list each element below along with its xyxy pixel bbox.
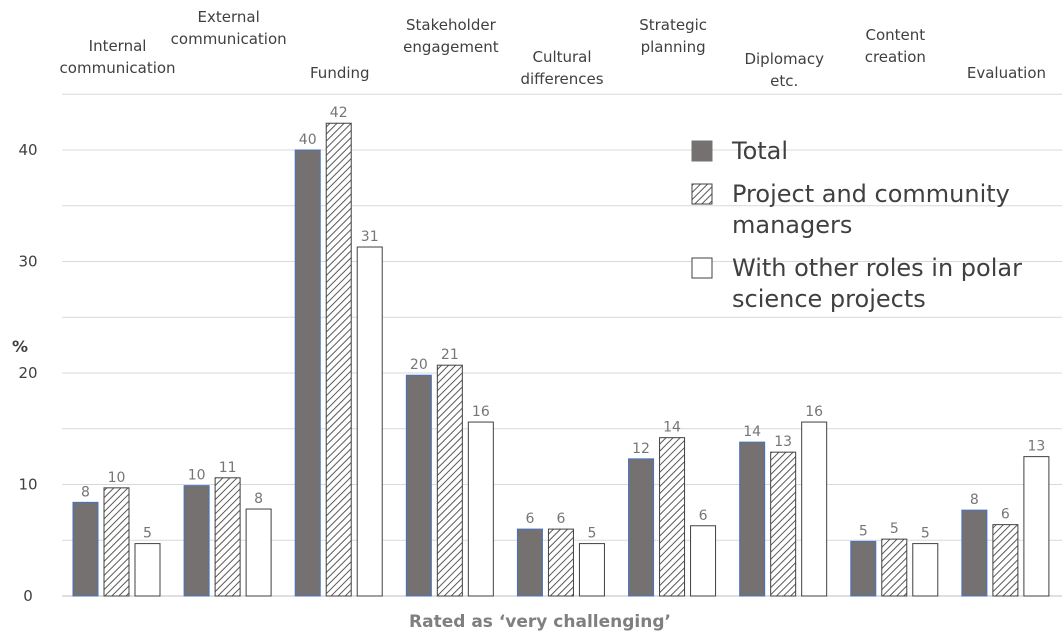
- data-label: 6: [525, 511, 534, 527]
- y-tick-label: 30: [18, 253, 37, 271]
- data-labels: 8 10 5 10 11 8 40 42 31 20 21 16 6 6 5 12 14 6 14 13 16 5 5 5 8 6…: [81, 105, 1045, 541]
- data-label: 8: [970, 492, 979, 508]
- bar-managers: [436, 364, 463, 597]
- data-label: 20: [410, 357, 428, 373]
- bar-total: [183, 485, 210, 597]
- data-label: 13: [1027, 439, 1045, 455]
- category-label: Stakeholder engagement: [403, 16, 499, 56]
- data-label: 8: [81, 484, 90, 500]
- category-label: Diplomacy etc.: [744, 50, 824, 90]
- y-axis-title: %: [12, 337, 28, 356]
- category-label: Cultural differences: [520, 48, 603, 88]
- y-axis-ticks: 0 10 20 30 40: [18, 141, 37, 605]
- bar-managers: [325, 122, 352, 597]
- category-label: Funding: [310, 64, 370, 82]
- data-label: 10: [188, 468, 206, 484]
- data-label: 42: [330, 105, 348, 121]
- bar-other-roles: [467, 421, 494, 597]
- legend-swatch: [691, 183, 713, 205]
- legend-label: Project and community managers: [732, 180, 1010, 239]
- bar-total: [961, 509, 988, 597]
- bar-other-roles: [578, 543, 605, 597]
- bar-managers: [103, 487, 130, 597]
- bar-other-roles: [134, 543, 161, 597]
- bar-managers: [547, 528, 574, 597]
- data-label: 6: [556, 511, 565, 527]
- y-tick-label: 20: [18, 364, 37, 382]
- data-label: 14: [743, 424, 761, 440]
- data-label: 14: [663, 420, 681, 436]
- data-label: 5: [587, 526, 596, 542]
- bar-managers: [881, 538, 908, 597]
- category-label: Strategic planning: [639, 16, 707, 56]
- data-label: 5: [890, 521, 899, 537]
- data-label: 5: [921, 526, 930, 542]
- bar-managers: [992, 524, 1019, 597]
- data-label: 40: [299, 132, 317, 148]
- bar-managers: [214, 477, 241, 597]
- data-label: 13: [774, 434, 792, 450]
- data-label: 8: [254, 491, 263, 507]
- category-label: Content creation: [865, 26, 926, 66]
- data-label: 12: [632, 441, 650, 457]
- legend: Total Project and community managers With o…: [691, 137, 1022, 313]
- category-label: Internal communication: [60, 37, 176, 77]
- legend-swatch: [691, 257, 713, 279]
- data-label: 5: [143, 526, 152, 542]
- bar-other-roles: [356, 246, 383, 597]
- data-label: 11: [219, 460, 237, 476]
- y-tick-label: 10: [18, 476, 37, 494]
- data-label: 21: [441, 347, 459, 363]
- bar-managers: [770, 451, 797, 597]
- bar-total: [628, 458, 655, 597]
- data-label: 10: [108, 470, 126, 486]
- bar-other-roles: [245, 508, 272, 597]
- category-label: Evaluation: [967, 64, 1046, 82]
- bar-total: [850, 540, 877, 597]
- data-label: 16: [805, 404, 823, 420]
- x-axis-title: Rated as ‘very challenging’: [409, 612, 671, 632]
- data-label: 31: [361, 229, 379, 245]
- bar-other-roles: [912, 543, 939, 597]
- y-tick-label: 40: [18, 141, 37, 159]
- data-label: 5: [859, 523, 868, 539]
- legend-label: Total: [731, 137, 788, 165]
- category-label: External communication: [171, 8, 287, 48]
- y-tick-label: 0: [23, 587, 33, 605]
- legend-swatch: [691, 140, 713, 162]
- bar-other-roles: [1023, 456, 1050, 597]
- bar-other-roles: [801, 421, 828, 597]
- bar-total: [72, 501, 99, 597]
- bar-managers: [659, 437, 686, 597]
- data-label: 6: [1001, 507, 1010, 523]
- bar-other-roles: [690, 525, 717, 597]
- bars: [72, 122, 1050, 597]
- data-label: 16: [472, 404, 490, 420]
- legend-label: With other roles in polar science project…: [732, 254, 1022, 313]
- bar-total: [739, 441, 766, 597]
- bar-total: [516, 528, 543, 597]
- bar-total: [405, 374, 432, 597]
- data-label: 6: [699, 508, 708, 524]
- bar-total: [294, 149, 321, 597]
